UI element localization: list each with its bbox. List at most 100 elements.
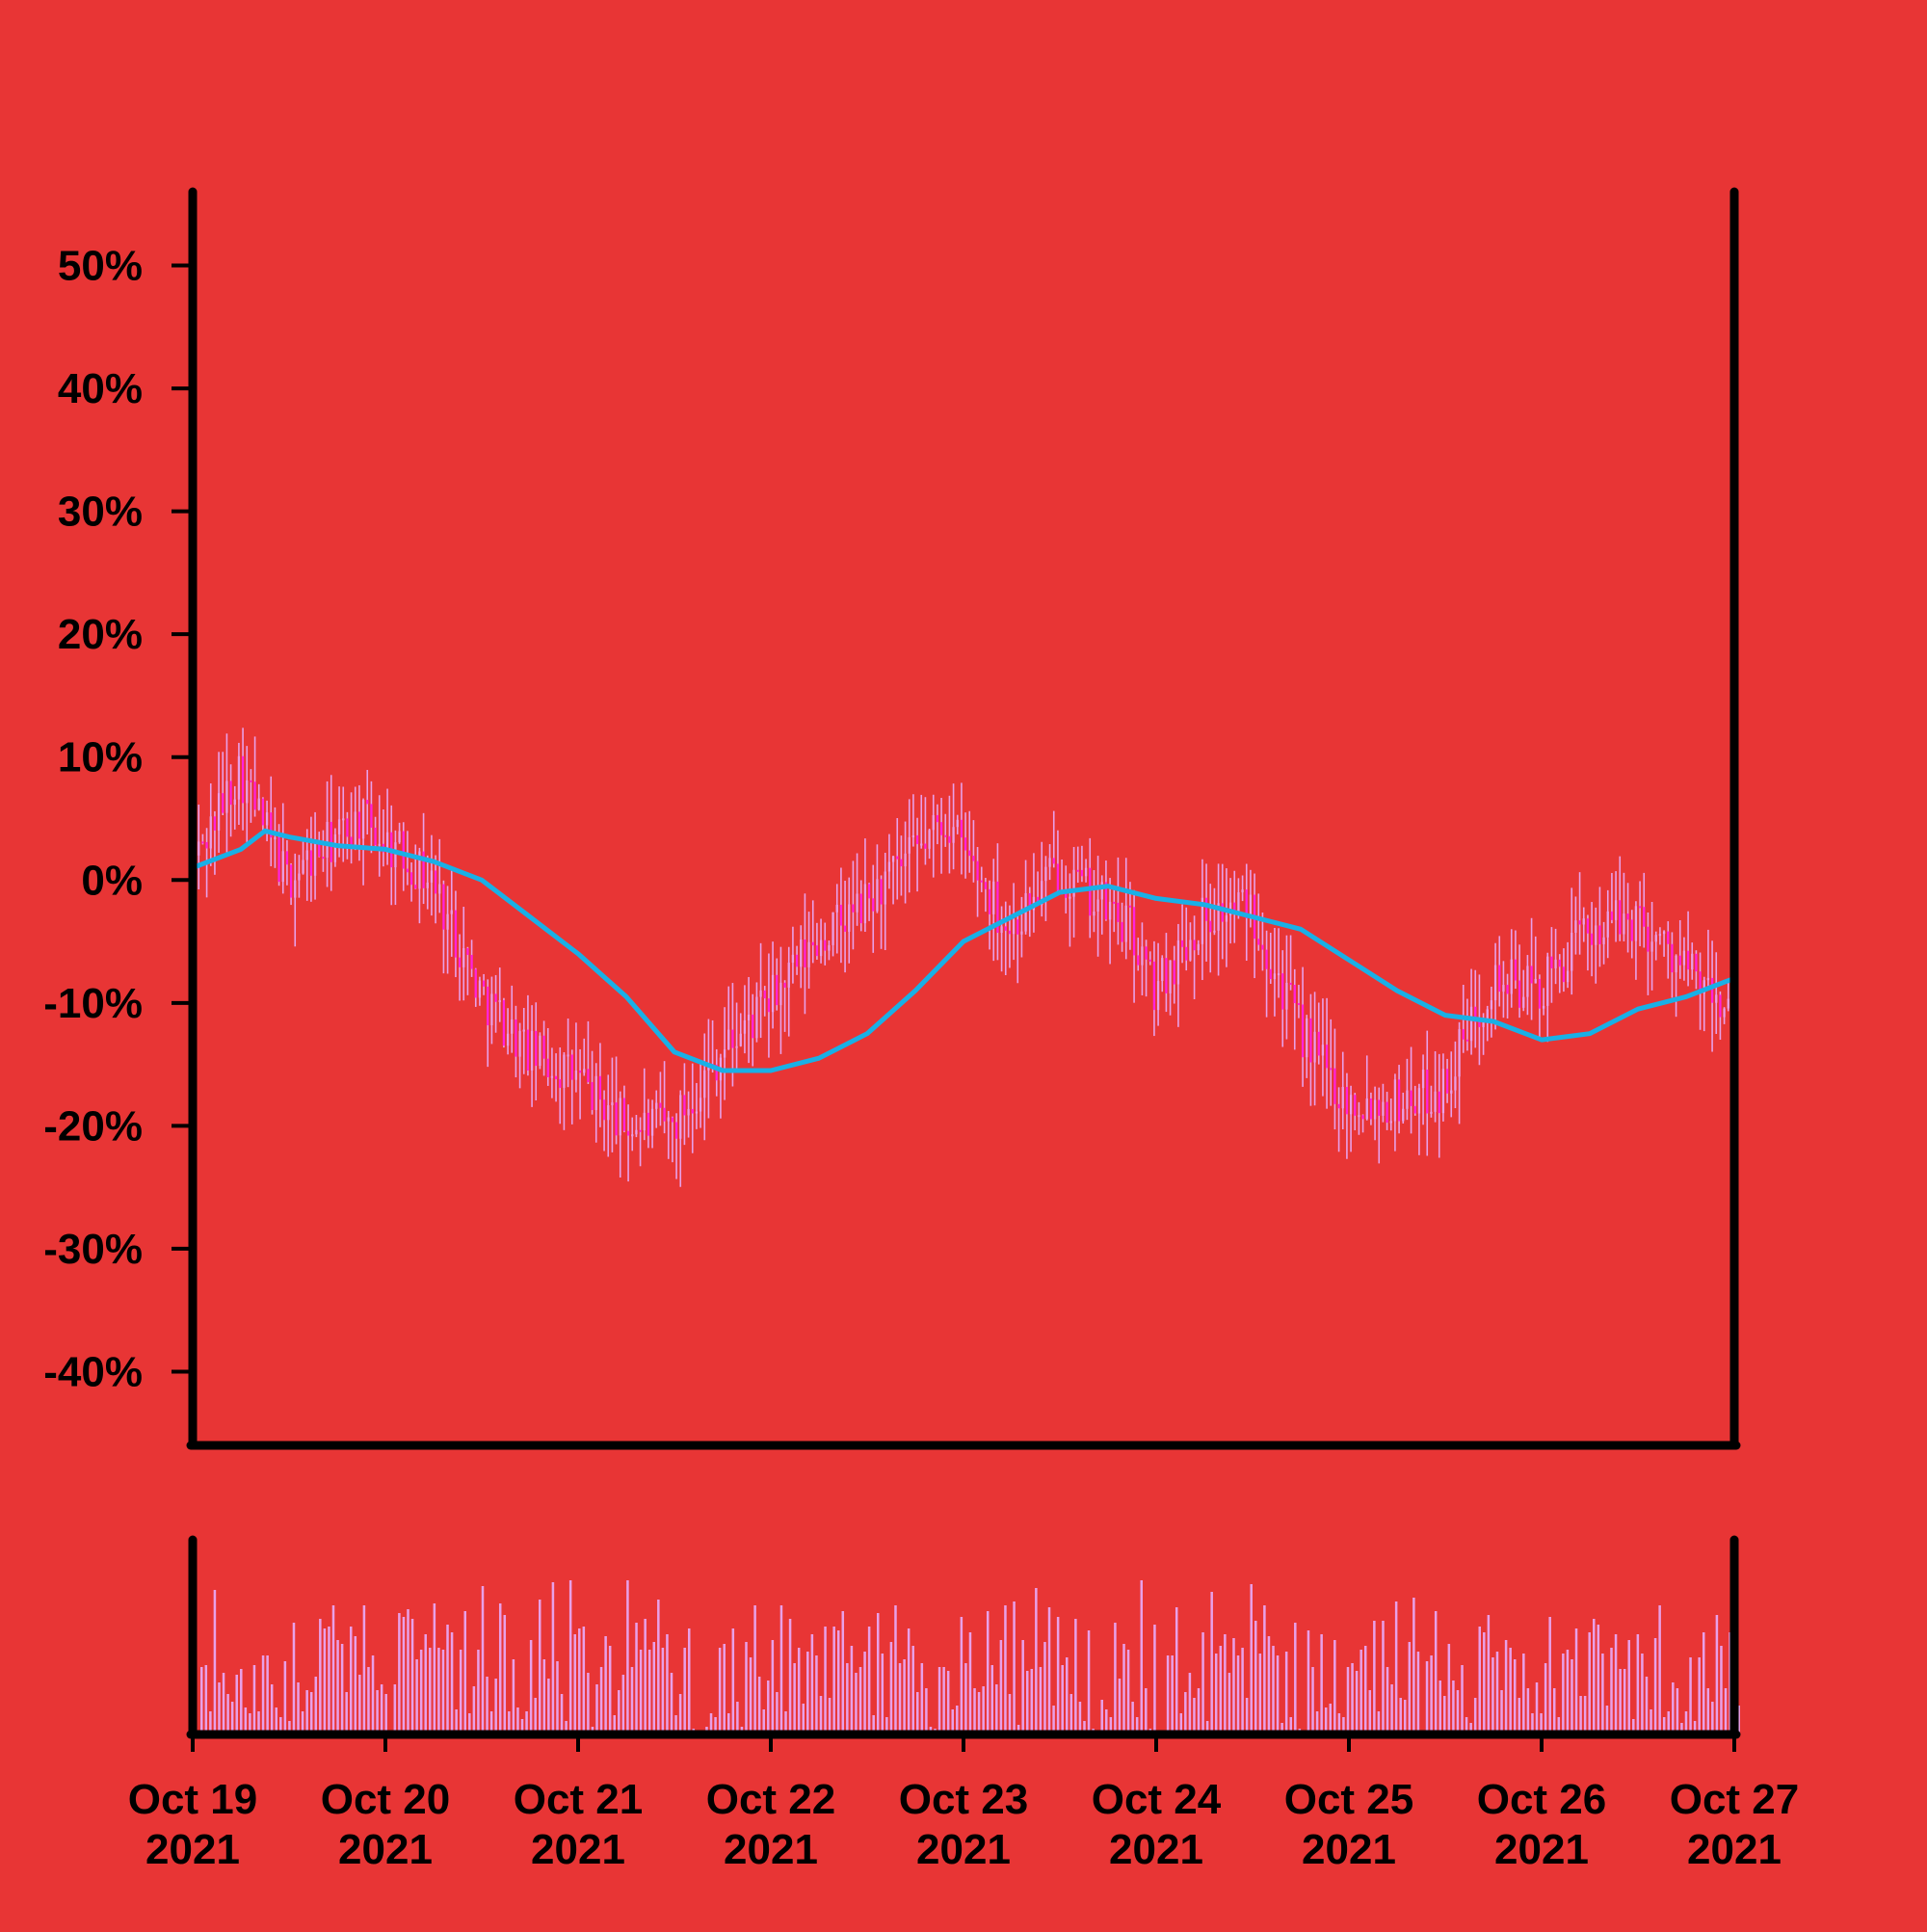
volume-bar bbox=[323, 1628, 327, 1734]
y-tick-label: 30% bbox=[58, 489, 143, 536]
candle-down bbox=[1245, 889, 1248, 919]
candle-up bbox=[1703, 980, 1705, 993]
volume-bar bbox=[1610, 1648, 1613, 1734]
volume-bar bbox=[424, 1634, 427, 1734]
volume-bar bbox=[1197, 1688, 1201, 1734]
volume-bar bbox=[1650, 1709, 1652, 1734]
candle-down bbox=[458, 957, 462, 967]
volume-bar bbox=[1021, 1640, 1024, 1734]
volume-bar bbox=[1039, 1667, 1043, 1734]
candle-up bbox=[1124, 905, 1127, 942]
volume-bar bbox=[683, 1648, 686, 1734]
candle-up bbox=[832, 912, 834, 945]
volume-bar bbox=[556, 1661, 559, 1734]
volume-bar bbox=[309, 1692, 313, 1734]
candle-up bbox=[430, 870, 434, 883]
volume-bar bbox=[670, 1673, 673, 1734]
candle-down bbox=[1345, 1086, 1349, 1115]
candle-up bbox=[787, 963, 790, 988]
volume-bar bbox=[1373, 1621, 1376, 1734]
candle-up bbox=[530, 1030, 534, 1071]
volume-bar bbox=[1315, 1711, 1319, 1734]
candle-down bbox=[996, 881, 999, 934]
candle-down bbox=[570, 1054, 573, 1080]
volume-bar bbox=[1263, 1605, 1266, 1734]
volume-bar bbox=[1412, 1598, 1415, 1734]
candle-down bbox=[1080, 869, 1084, 877]
candle-down bbox=[414, 885, 417, 889]
candle-down bbox=[804, 940, 806, 967]
volume-bar bbox=[331, 1605, 335, 1734]
volume-bar bbox=[283, 1661, 287, 1734]
x-tick-label: Oct 25 2021 bbox=[1284, 1776, 1414, 1873]
candle-down bbox=[691, 1108, 694, 1114]
candle-up bbox=[563, 1054, 566, 1088]
candle-up bbox=[1534, 978, 1537, 984]
candle-up bbox=[992, 881, 995, 914]
candle-up bbox=[759, 990, 762, 997]
candle-down bbox=[1610, 911, 1614, 920]
volume-bar bbox=[1320, 1634, 1323, 1734]
volume-bar bbox=[618, 1690, 620, 1734]
volume-bar bbox=[463, 1611, 467, 1734]
volume-bar bbox=[1645, 1677, 1649, 1734]
volume-bar bbox=[1289, 1717, 1292, 1734]
candle-down bbox=[1590, 933, 1594, 945]
volume-bar bbox=[1680, 1723, 1683, 1734]
candle-up bbox=[1201, 897, 1204, 944]
candle-down bbox=[1530, 966, 1533, 984]
candle-down bbox=[346, 818, 349, 837]
volume-bar bbox=[749, 1657, 752, 1734]
volume-bar bbox=[222, 1673, 225, 1734]
volume-bar bbox=[1461, 1665, 1464, 1734]
volume-bar bbox=[1632, 1719, 1635, 1734]
volume-bar bbox=[731, 1628, 735, 1734]
candle-down bbox=[1514, 959, 1518, 981]
candle-down bbox=[1667, 931, 1670, 944]
volume-bar bbox=[608, 1646, 612, 1734]
candle-down bbox=[1148, 959, 1151, 962]
volume-bar bbox=[354, 1636, 357, 1734]
volume-bar bbox=[398, 1613, 401, 1734]
candle-down bbox=[1113, 901, 1116, 904]
volume-bar bbox=[1641, 1654, 1644, 1734]
volume-bar bbox=[1311, 1667, 1314, 1734]
candle-down bbox=[1598, 925, 1601, 944]
volume-bar bbox=[437, 1648, 440, 1734]
volume-bar bbox=[1408, 1642, 1412, 1734]
volume-bar bbox=[1083, 1721, 1086, 1734]
volume-bar bbox=[1355, 1671, 1359, 1734]
volume-bar bbox=[1179, 1713, 1183, 1734]
volume-bar bbox=[209, 1711, 212, 1734]
candle-down bbox=[1104, 882, 1108, 920]
candle-down bbox=[1386, 1101, 1388, 1124]
volume-bar bbox=[920, 1663, 924, 1734]
candle-up bbox=[1069, 896, 1071, 899]
volume-bar bbox=[204, 1665, 208, 1734]
volume-bar bbox=[1363, 1646, 1367, 1734]
volume-bar bbox=[1566, 1650, 1570, 1734]
candle-up bbox=[1682, 950, 1686, 966]
volume-bar bbox=[1074, 1619, 1077, 1734]
volume-bar bbox=[1711, 1702, 1714, 1734]
volume-bar bbox=[1188, 1673, 1192, 1734]
volume-bar bbox=[1025, 1671, 1029, 1734]
candle-up bbox=[1048, 858, 1051, 867]
candle-up bbox=[426, 882, 429, 888]
volume-bar bbox=[1324, 1707, 1328, 1734]
candle-down bbox=[515, 1019, 517, 1057]
candle-up bbox=[298, 873, 301, 881]
volume-bar bbox=[718, 1648, 722, 1734]
candle-up bbox=[1156, 981, 1160, 1011]
volume-bar bbox=[687, 1628, 691, 1734]
candle-down bbox=[1719, 994, 1722, 1018]
volume-bar bbox=[824, 1627, 827, 1734]
candle-down bbox=[752, 1014, 754, 1039]
candle-up bbox=[1373, 1099, 1377, 1120]
volume-bar bbox=[867, 1627, 871, 1734]
volume-bar bbox=[1557, 1717, 1561, 1734]
volume-bar bbox=[261, 1655, 265, 1734]
candle-up bbox=[1382, 1101, 1385, 1116]
volume-bar bbox=[872, 1715, 875, 1734]
candle-up bbox=[217, 793, 221, 831]
